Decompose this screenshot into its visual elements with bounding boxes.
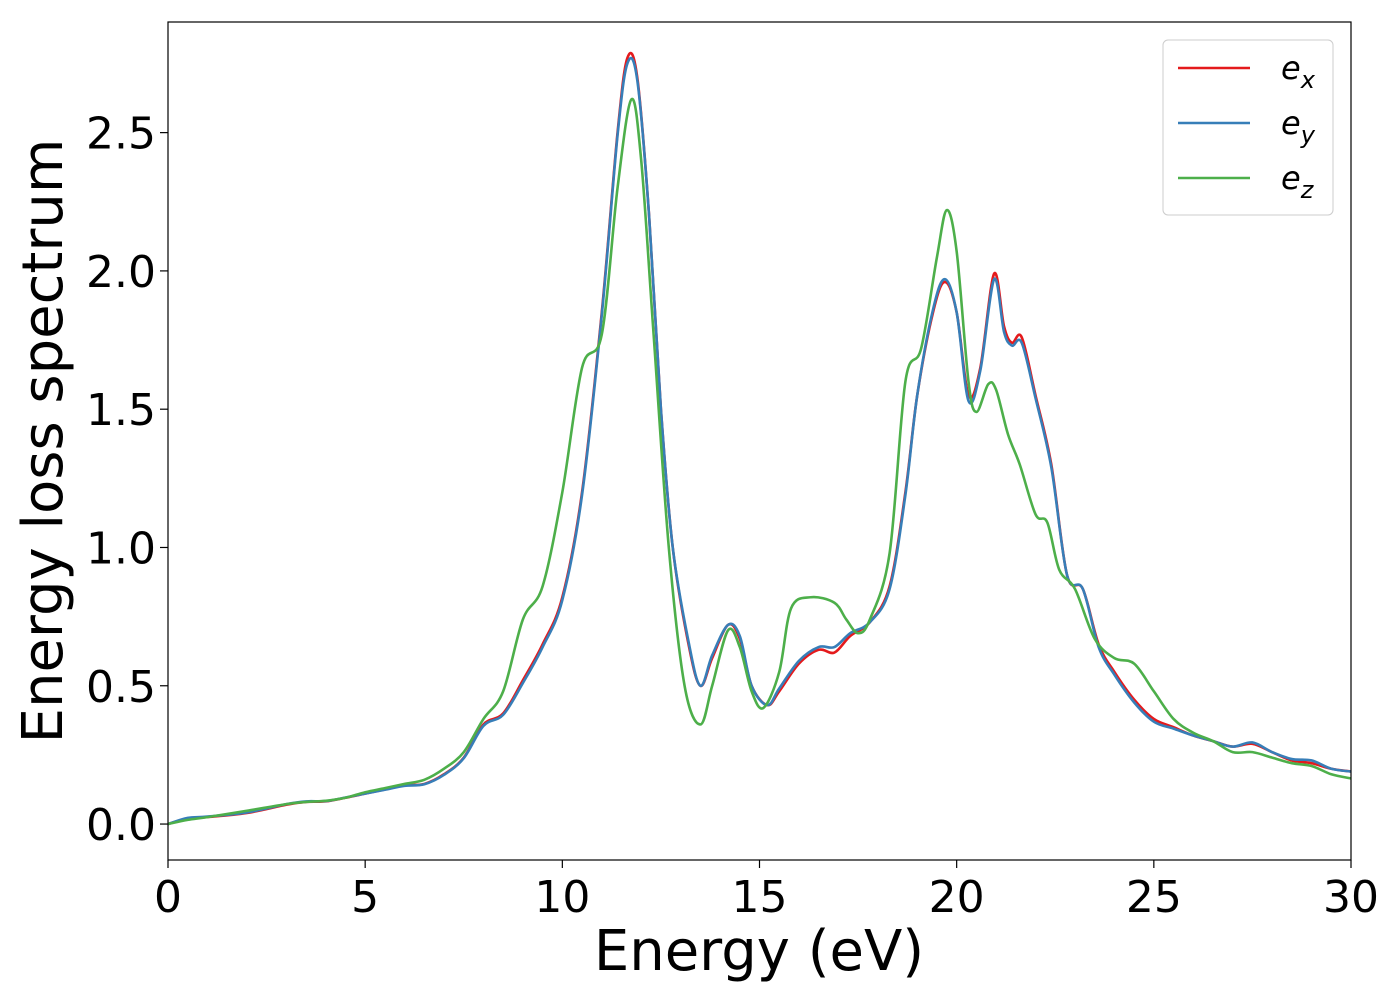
y-tick-label: 0.5 (86, 662, 156, 713)
legend-box (1162, 39, 1334, 216)
x-tick-label: 10 (534, 872, 590, 923)
legend-label-e-z: ez (1281, 159, 1315, 204)
x-tick-label: 15 (732, 872, 788, 923)
legend: ex ey ez (1162, 39, 1334, 216)
y-axis: 0.0 0.5 1.0 1.5 2.0 2.5 (86, 109, 168, 851)
series-line-e-z (168, 97, 1351, 826)
legend-label-e-y: ey (1281, 104, 1316, 149)
x-tick-label: 20 (929, 872, 985, 923)
x-tick-label: 25 (1126, 872, 1182, 923)
y-tick-label: 1.5 (86, 385, 156, 436)
x-axis: 0 5 10 15 20 25 30 (154, 860, 1379, 923)
x-tick-label: 30 (1323, 872, 1379, 923)
y-tick-label: 0.0 (86, 800, 156, 851)
series-layer (168, 51, 1351, 826)
y-tick-label: 2.5 (86, 109, 156, 160)
y-tick-label: 2.0 (86, 247, 156, 298)
series-line-e-y (168, 56, 1351, 826)
x-axis-title: Energy (eV) (594, 919, 924, 984)
y-tick-label: 1.0 (86, 523, 156, 574)
x-tick-label: 0 (154, 872, 182, 923)
y-axis-title: Energy loss spectrum (11, 139, 76, 744)
x-tick-label: 5 (351, 872, 379, 923)
legend-label-e-x: ex (1281, 49, 1316, 94)
